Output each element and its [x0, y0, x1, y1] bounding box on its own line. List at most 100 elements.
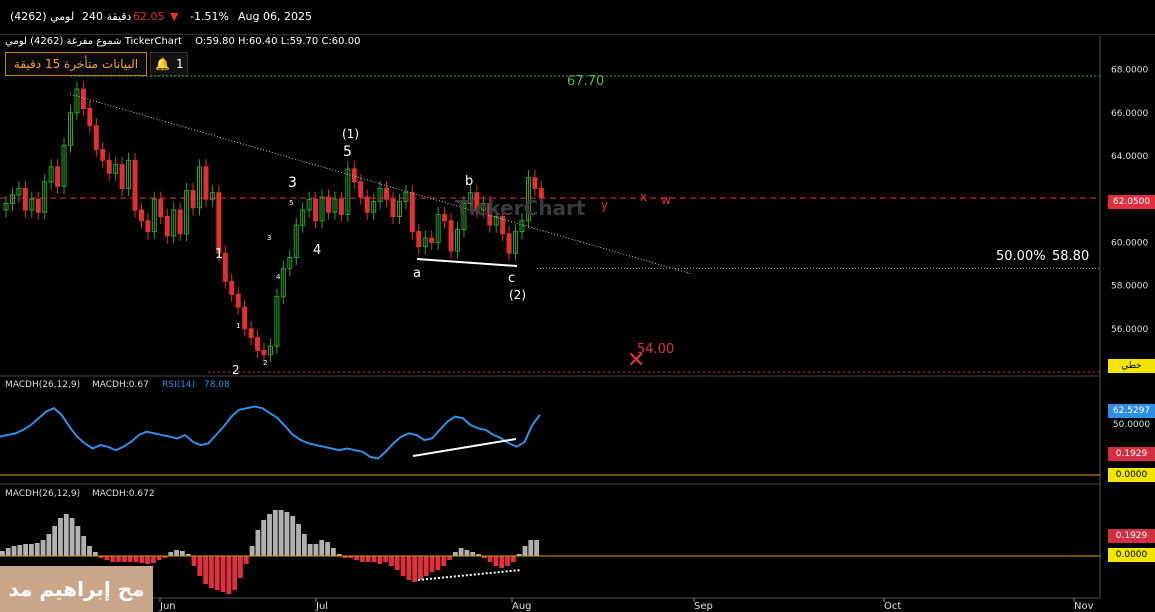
price-tick-label: 66.0000: [1111, 109, 1148, 119]
macd-bar: [249, 546, 255, 556]
candle-body: [429, 237, 435, 243]
candle-body: [61, 144, 67, 187]
macd-bar: [505, 556, 510, 566]
candle-body: [9, 194, 15, 205]
macd-bar: [394, 556, 400, 570]
top-bar: (4262) لومي 240 دقيقة 62.05 ▼ -1.51% Aug…: [0, 0, 1155, 35]
candle-body: [487, 203, 493, 226]
macd-bar: [75, 526, 81, 556]
rsi-panel-title: MACDH(26,12,9): [5, 380, 80, 390]
candle-body: [171, 209, 177, 237]
wave-xyw-label: y: [601, 198, 608, 212]
rsi-value-tag: 62.5297: [1108, 404, 1155, 418]
candle-body: [35, 198, 41, 213]
candle-body: [448, 220, 454, 252]
candle-body: [390, 198, 396, 217]
wave-label: a: [413, 266, 421, 281]
candle-body: [68, 112, 73, 146]
wave-label: 4: [313, 243, 321, 258]
price-tick-label: 68.0000: [1111, 66, 1148, 76]
macd-bar: [203, 556, 209, 584]
macd-bar: [284, 512, 290, 556]
candle-body: [74, 88, 80, 114]
macd-bar: [11, 546, 17, 556]
macd-bar: [226, 556, 232, 594]
wave-xyw-label: w: [661, 193, 671, 207]
candle-body: [480, 203, 486, 211]
candle-body: [525, 177, 531, 222]
candle-body: [222, 252, 228, 282]
macd-bar: [307, 544, 313, 556]
delay-notice: البيانات متأخرة 15 دقيقة: [5, 52, 147, 76]
candle-body: [384, 187, 390, 200]
candle-body: [519, 220, 525, 233]
candle-body: [48, 166, 54, 183]
wave-xyw-label: x: [640, 190, 647, 204]
candle-body: [435, 213, 441, 243]
rsi-divergence-line: [412, 438, 517, 457]
macd-bar: [452, 552, 458, 556]
macd-bar: [209, 556, 214, 588]
alerts-button[interactable]: 🔔 1: [150, 52, 188, 76]
candle-body: [261, 349, 267, 356]
macd-bar: [348, 556, 354, 558]
price-tick-label: 58.0000: [1111, 282, 1148, 292]
symbol-label[interactable]: (4262) لومي: [10, 10, 75, 23]
macd-bar: [98, 556, 104, 558]
macd-bar: [301, 534, 307, 556]
macd-bar: [272, 510, 278, 556]
candle-body: [396, 200, 402, 217]
current-price-tag: 62.0500: [1108, 195, 1155, 209]
mode-tag[interactable]: خطي: [1108, 359, 1155, 373]
time-tick-label: Nov: [1074, 601, 1094, 612]
macd-bar: [23, 544, 29, 556]
macd-bar: [458, 548, 464, 556]
candle-body: [184, 190, 190, 235]
candle-body: [332, 198, 338, 213]
last-price: 62.05: [133, 10, 165, 23]
wave-label: 3: [267, 234, 271, 242]
macd-bar: [371, 556, 377, 562]
candle-body: [209, 192, 215, 200]
target-top-label: 67.70: [567, 74, 604, 89]
macd-bar: [0, 551, 5, 556]
price-tick-label: 56.0000: [1111, 325, 1148, 335]
candle-body: [242, 306, 248, 330]
candle-body: [229, 280, 235, 295]
macd-bar: [296, 524, 301, 556]
candle-body: [216, 192, 222, 254]
candle-body: [267, 345, 273, 356]
macd-bar: [185, 554, 191, 556]
macd-bar: [197, 556, 203, 576]
macd-bar: [34, 543, 40, 556]
candle-body: [403, 192, 409, 202]
candle-body: [422, 237, 428, 248]
wave-label: 5: [289, 199, 293, 207]
chart-info-line: شموع مفرغة (4262) لومي TickerChart O:59.…: [5, 36, 360, 47]
candle-body: [338, 198, 344, 215]
wave-label: 1: [236, 322, 240, 330]
macd-bar: [406, 556, 412, 580]
macd-bar: [330, 548, 336, 556]
macd-bar: [290, 516, 296, 556]
macd-bar: [435, 556, 441, 570]
candle-body: [364, 196, 370, 213]
macd-bar: [354, 556, 359, 560]
candle-body: [235, 293, 241, 308]
macd-bar: [412, 556, 418, 582]
author-watermark: مح إبراهيم مد: [0, 566, 153, 612]
rsi-line: [0, 405, 541, 460]
candle-body: [455, 228, 460, 252]
candle-body: [532, 177, 538, 189]
macd-bar: [63, 514, 69, 556]
candle-body: [313, 198, 319, 222]
price-tick-label: 60.0000: [1111, 238, 1148, 248]
wave-label: 2: [232, 363, 240, 377]
timeframe-label[interactable]: 240 دقيقة: [82, 10, 132, 23]
candle-body: [319, 196, 325, 222]
macd-bar: [464, 550, 470, 556]
macd-bar: [447, 556, 452, 560]
candle-body: [255, 336, 261, 351]
candle-body: [300, 209, 306, 226]
